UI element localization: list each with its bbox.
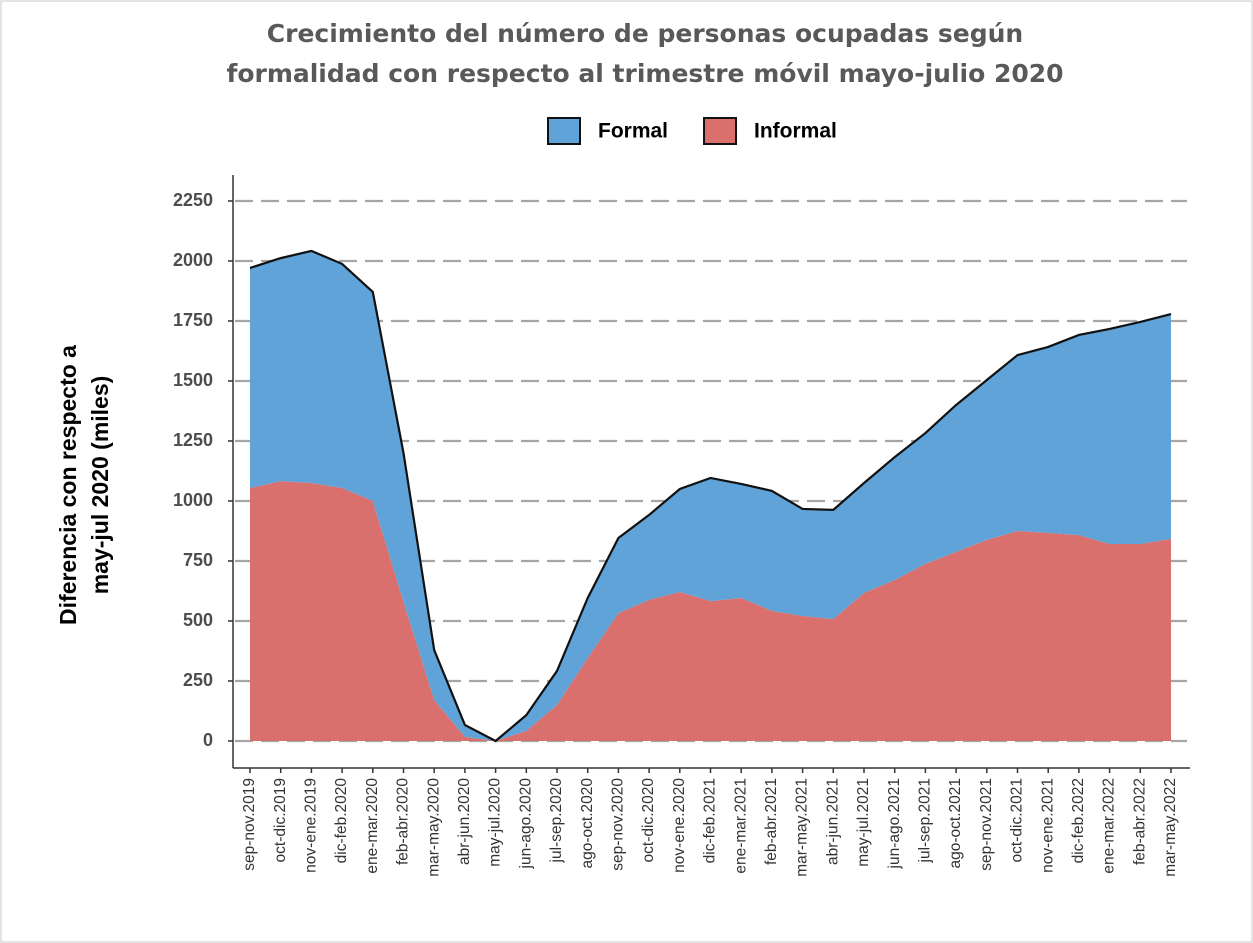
x-tick-label: jun-ago.2020 <box>517 778 534 870</box>
x-tick-label: sep-nov.2019 <box>241 778 258 871</box>
x-tick-label: may-jul.2021 <box>855 778 872 867</box>
x-tick-label: feb-abr.2022 <box>1131 778 1148 865</box>
legend-swatch <box>703 117 738 145</box>
x-tick-label: abr-jun.2020 <box>456 778 473 865</box>
x-tick-label: may-jul.2020 <box>487 778 504 867</box>
x-tick-label: oct-dic.2019 <box>272 778 289 862</box>
y-tick-label: 2000 <box>173 250 213 270</box>
chart-title: formalidad con respecto al trimestre móv… <box>226 59 1063 88</box>
y-tick-label: 1750 <box>173 310 213 330</box>
x-tick-label: nov-ene.2021 <box>1039 778 1056 873</box>
y-axis-title: Diferencia con respecto a <box>55 345 81 625</box>
x-tick-label: oct-dic.2020 <box>640 778 657 863</box>
legend-swatch <box>547 117 581 145</box>
y-tick-label: 250 <box>183 670 213 690</box>
y-tick-label: 1500 <box>173 370 213 390</box>
legend-label: Informal <box>754 120 837 143</box>
x-tick-label: sep-nov.2020 <box>609 778 626 871</box>
legend-label: Formal <box>598 120 668 143</box>
y-tick-label: 750 <box>183 550 213 570</box>
x-tick-label: ago-oct.2020 <box>579 778 596 869</box>
x-tick-label: mar-may.2022 <box>1162 778 1179 877</box>
area-outline <box>249 249 1172 743</box>
x-tick-label: feb-abr.2020 <box>395 778 412 865</box>
x-tick-label: abr-jun.2021 <box>824 778 841 865</box>
x-tick-label: mar-may.2021 <box>794 778 811 877</box>
x-tick-label: feb-abr.2021 <box>763 778 780 865</box>
x-tick-label: ene-mar.2022 <box>1101 778 1118 874</box>
x-tick-label: ago-oct.2021 <box>947 778 964 869</box>
x-tick-label: sep-nov.2021 <box>978 778 995 871</box>
x-tick-label: jul-sep.2021 <box>916 778 933 863</box>
x-tick-label: dic-feb.2022 <box>1070 778 1087 863</box>
x-tick-label: jul-sep.2020 <box>548 778 565 864</box>
y-axis-title: may-jul 2020 (miles) <box>87 376 113 595</box>
y-tick-label: 500 <box>183 610 213 630</box>
y-tick-label: 1250 <box>173 430 213 450</box>
x-tick-label: dic-feb.2020 <box>333 778 350 864</box>
area <box>250 481 1171 741</box>
area <box>250 250 1171 742</box>
x-tick-label: nov-ene.2019 <box>302 778 319 873</box>
x-tick-label: dic-feb.2021 <box>702 778 719 863</box>
y-tick-label: 0 <box>203 730 213 750</box>
x-tick-label: ene-mar.2020 <box>364 778 381 874</box>
x-tick-label: ene-mar.2021 <box>732 778 749 874</box>
x-tick-label: jun-ago.2021 <box>886 778 903 870</box>
x-tick-label: nov-ene.2020 <box>671 778 688 873</box>
y-tick-label: 1000 <box>173 490 213 510</box>
y-tick-label: 2250 <box>173 190 213 210</box>
x-tick-label: mar-may.2020 <box>425 778 442 877</box>
chart-title: Crecimiento del número de personas ocupa… <box>267 19 1023 48</box>
x-tick-label: oct-dic.2021 <box>1009 778 1026 862</box>
